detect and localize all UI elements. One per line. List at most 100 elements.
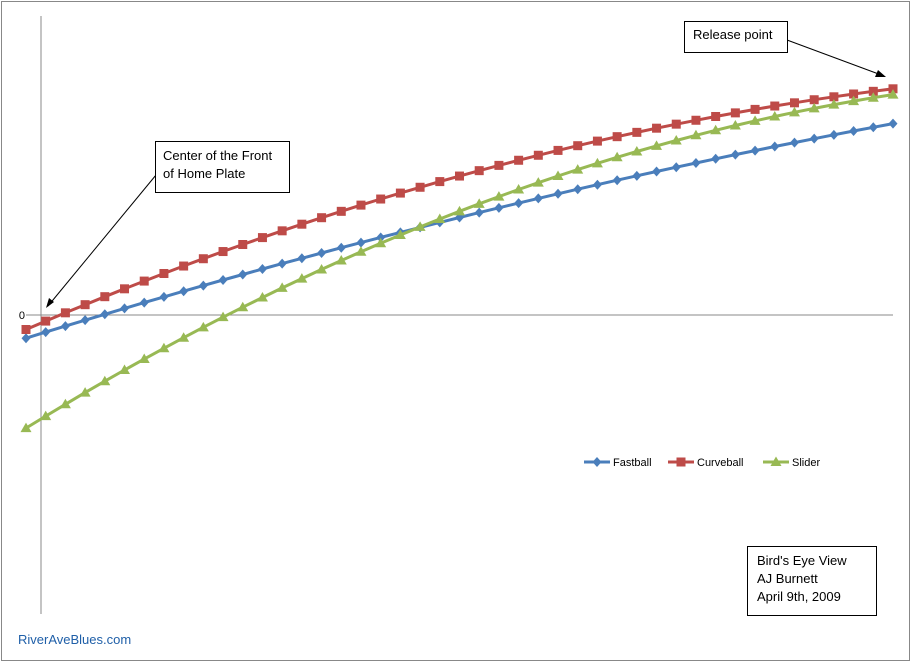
fastball-point-29: [592, 179, 602, 190]
fastball-point-34: [691, 157, 701, 168]
curveball-point-44: [888, 84, 898, 94]
fastball-point-33: [671, 162, 681, 173]
slider-point-29: [591, 157, 603, 168]
fastball-point-11: [238, 269, 248, 280]
curveball-point-11: [238, 240, 248, 250]
slider-point-41: [828, 99, 840, 109]
curveball-point-15: [317, 213, 327, 223]
curveball-point-26: [533, 150, 543, 160]
slider-point-25: [513, 184, 525, 194]
fastball-point-17: [356, 237, 366, 248]
curveball-point-10: [218, 247, 228, 257]
slider-point-28: [572, 164, 584, 174]
curveball-point-7: [159, 268, 169, 278]
fastball-point-14: [297, 253, 307, 264]
curveball-point-3: [80, 300, 90, 310]
slider-point-24: [493, 191, 505, 201]
slider-point-39: [788, 106, 800, 117]
home-plate-label-line2: of Home Plate: [163, 166, 246, 181]
slider-point-3: [79, 387, 91, 397]
series-layer: [20, 84, 899, 433]
curveball-point-29: [592, 136, 602, 146]
series-slider: [20, 89, 899, 433]
slider-point-9: [197, 321, 209, 332]
slider-point-6: [138, 353, 150, 364]
legend-label-fastball: Fastball: [613, 457, 652, 469]
curveball-point-13: [277, 226, 287, 236]
legend-marker-curveball: [676, 457, 686, 467]
slider-point-21: [434, 213, 446, 224]
curveball-point-32: [652, 123, 662, 133]
curveball-point-43: [868, 86, 878, 96]
slider-point-11: [237, 301, 249, 312]
curveball-point-5: [120, 284, 130, 294]
curveball-point-4: [100, 292, 110, 302]
fastball-point-6: [139, 297, 149, 308]
fastball-point-4: [100, 309, 110, 320]
fastball-point-3: [80, 315, 90, 326]
slider-point-33: [670, 134, 682, 145]
fastball-point-25: [514, 198, 524, 209]
curveball-point-37: [750, 104, 760, 114]
fastball-point-31: [632, 170, 642, 181]
curveball-point-16: [336, 206, 346, 216]
home-plate-arrowhead: [46, 298, 54, 308]
legend-label-slider: Slider: [792, 457, 820, 469]
slider-point-12: [256, 291, 268, 302]
curveball-point-6: [139, 276, 149, 286]
slider-point-2: [59, 398, 71, 409]
curveball-point-39: [789, 98, 799, 108]
slider-point-14: [296, 273, 308, 283]
curveball-point-30: [612, 132, 622, 142]
fastball-point-0: [21, 333, 31, 344]
fastball-point-44: [888, 118, 898, 129]
home-plate-arrow: [47, 174, 157, 307]
fastball-point-8: [179, 286, 189, 297]
slider-point-15: [316, 263, 328, 274]
curveball-point-42: [849, 89, 859, 99]
fastball-point-38: [770, 141, 780, 152]
curveball-point-17: [356, 200, 366, 210]
slider-point-17: [355, 246, 367, 256]
curveball-point-28: [573, 141, 583, 151]
fastball-point-36: [730, 149, 740, 160]
info-box-title: Bird's Eye View: [757, 553, 847, 568]
slider-point-4: [99, 375, 111, 386]
home-plate-label-line1: Center of the Front: [163, 148, 273, 163]
fastball-point-12: [257, 264, 267, 275]
slider-point-38: [769, 111, 781, 121]
release-point-callout: Release point: [684, 21, 788, 53]
release-point-arrow: [786, 39, 885, 77]
fastball-point-13: [277, 258, 287, 269]
fastball-point-9: [198, 280, 208, 291]
curveball-point-1: [41, 316, 51, 326]
slider-point-26: [532, 177, 544, 187]
fastball-point-23: [474, 207, 484, 218]
annotation-arrows: [46, 39, 886, 308]
slider-point-16: [335, 255, 347, 265]
slider-point-7: [158, 342, 170, 353]
fastball-point-42: [849, 126, 859, 137]
curveball-point-14: [297, 219, 307, 229]
fastball-point-37: [750, 145, 760, 156]
fastball-point-2: [60, 321, 70, 332]
fastball-point-18: [376, 232, 386, 243]
y-tick-label-0: 0: [19, 310, 25, 322]
curveball-point-21: [435, 177, 445, 187]
footer-credit: RiverAveBlues.com: [18, 632, 132, 647]
slider-point-8: [178, 332, 190, 342]
curveball-point-18: [376, 194, 386, 204]
curveball-point-24: [494, 160, 504, 170]
curveball-point-19: [395, 188, 405, 198]
legend-label-curveball: Curveball: [697, 457, 743, 469]
fastball-point-30: [612, 175, 622, 186]
fastball-point-10: [218, 275, 228, 286]
slider-point-13: [276, 282, 288, 292]
slider-point-1: [40, 410, 52, 421]
slider-point-19: [394, 229, 406, 239]
curveball-point-0: [21, 325, 31, 334]
curveball-point-20: [415, 182, 425, 192]
fastball-point-41: [829, 129, 839, 140]
